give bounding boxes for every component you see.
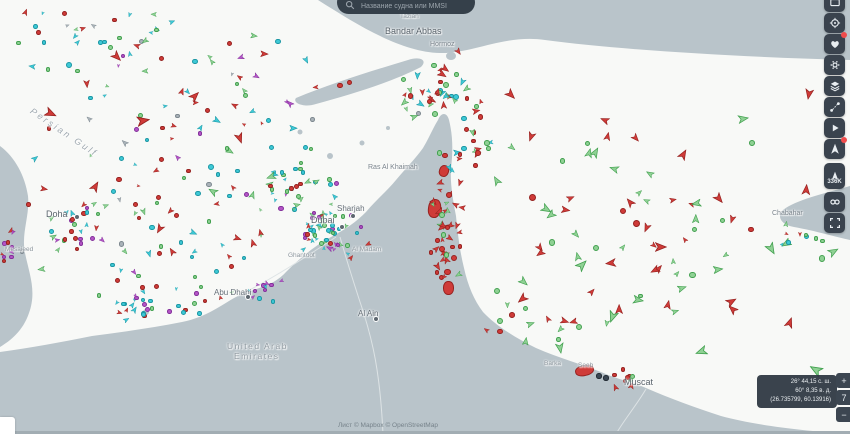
- zoom-level: 7: [836, 390, 850, 405]
- notification-badge: [841, 32, 847, 38]
- zoom-out-button[interactable]: −: [836, 407, 850, 422]
- layers-icon: [829, 80, 841, 92]
- settings-button[interactable]: [824, 55, 845, 75]
- fullscreen-icon: [829, 217, 841, 229]
- search-placeholder: Название судна или MMSI: [361, 3, 447, 10]
- search-icon: [345, 0, 355, 10]
- playback-button[interactable]: [824, 118, 845, 138]
- route-icon: [829, 101, 841, 113]
- vessel-arrow-icon: [829, 143, 841, 155]
- map-attribution: Лист © Mapbox © OpenStreetMap: [338, 422, 438, 429]
- coord-lat: 26° 44,15 с. ш.: [790, 379, 831, 385]
- coord-lon: 60° 8,35 в. д.: [795, 388, 831, 394]
- search-bar[interactable]: Название судна или MMSI: [337, 0, 475, 14]
- zoom-in-button[interactable]: +: [836, 373, 850, 388]
- vessels-button[interactable]: [824, 137, 847, 159]
- gear-icon: [829, 59, 841, 71]
- cursor-coordinates-box: 26° 44,15 с. ш. 60° 8,35 в. д. (26.73579…: [757, 375, 837, 408]
- partial-corner-control[interactable]: [0, 417, 15, 434]
- briefcase-icon: [829, 0, 841, 8]
- coord-decimal: (26.735799, 60.13916): [770, 397, 831, 403]
- vessel-arrow-icon: [830, 168, 840, 180]
- heart-icon: [829, 38, 841, 50]
- zoom-control: + 7 −: [836, 373, 850, 424]
- vessel-count-label: 336K: [827, 178, 842, 185]
- vessel-counter[interactable]: 336K: [824, 163, 845, 189]
- notification-badge: [841, 137, 847, 143]
- route-button[interactable]: [824, 97, 845, 117]
- navigation-button[interactable]: [824, 13, 845, 33]
- play-icon: [829, 122, 841, 134]
- binoculars-button[interactable]: [824, 192, 845, 212]
- fullscreen-button[interactable]: [824, 213, 845, 233]
- layers-button[interactable]: [824, 76, 845, 96]
- binoculars-icon: [829, 196, 841, 208]
- favorites-button[interactable]: [824, 32, 847, 54]
- bottom-border: [0, 431, 850, 434]
- helm-icon: [829, 17, 841, 29]
- ports-button[interactable]: [824, 0, 845, 12]
